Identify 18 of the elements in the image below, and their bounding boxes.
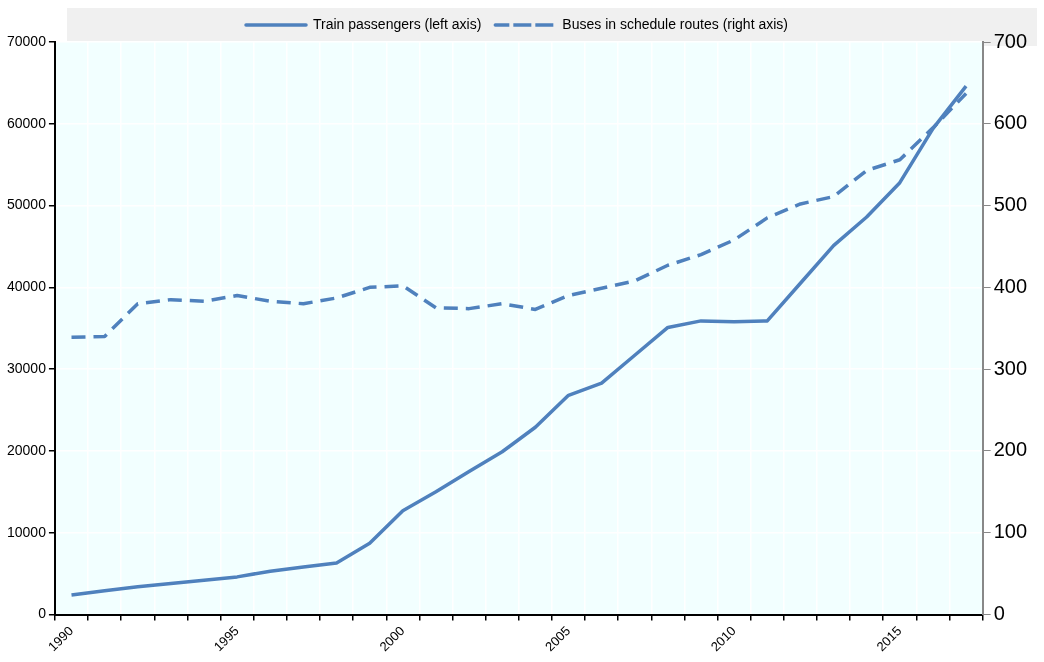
y2-tick-label: 300 bbox=[993, 356, 1028, 379]
y-tick-label: 20000 bbox=[6, 441, 47, 458]
y-tick-label: 40000 bbox=[6, 278, 47, 295]
y-tick-label: 70000 bbox=[6, 32, 47, 49]
y-tick-label: 30000 bbox=[6, 360, 47, 377]
y-tick-label: 50000 bbox=[6, 196, 47, 213]
y2-tick-label: 700 bbox=[993, 29, 1028, 52]
legend-label: Train passengers (left axis) bbox=[313, 15, 482, 32]
y2-tick-label: 600 bbox=[993, 111, 1028, 134]
y-tick-label: 0 bbox=[38, 605, 47, 622]
y2-tick-label: 0 bbox=[993, 602, 1005, 625]
y2-tick-label: 500 bbox=[993, 193, 1028, 216]
y2-tick-label: 400 bbox=[993, 274, 1028, 297]
y2-tick-label: 100 bbox=[993, 520, 1028, 543]
y-tick-label: 60000 bbox=[6, 114, 47, 131]
y2-tick-label: 200 bbox=[993, 438, 1028, 461]
legend-label: Buses in schedule routes (right axis) bbox=[562, 15, 788, 32]
y-tick-label: 10000 bbox=[6, 523, 47, 540]
